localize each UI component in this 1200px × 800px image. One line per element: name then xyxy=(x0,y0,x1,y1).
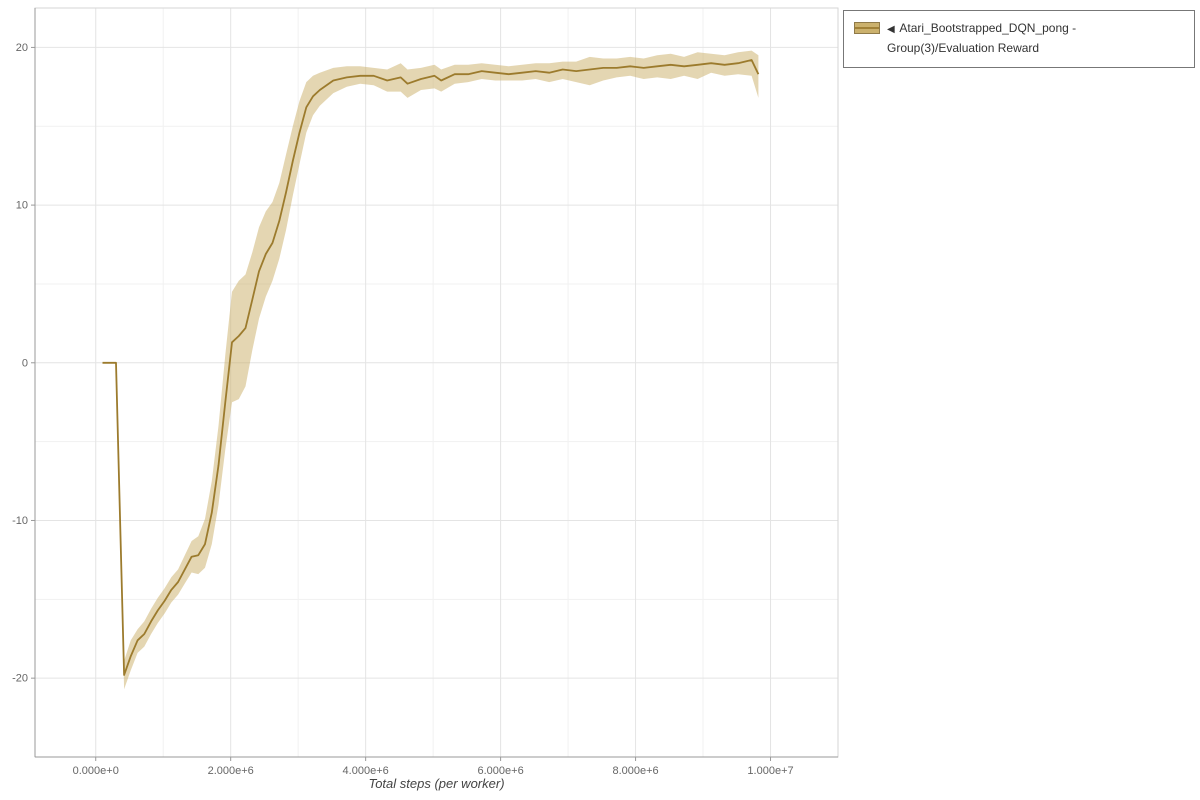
legend-box[interactable]: ◀ Atari_Bootstrapped_DQN_pong - Group(3)… xyxy=(843,10,1195,68)
svg-text:-20: -20 xyxy=(12,673,28,685)
legend-swatch-line-icon xyxy=(855,27,879,29)
x-axis-label: Total steps (per worker) xyxy=(368,776,505,791)
svg-text:2.000e+6: 2.000e+6 xyxy=(208,765,254,777)
svg-text:8.000e+6: 8.000e+6 xyxy=(612,765,658,777)
legend-label: Atari_Bootstrapped_DQN_pong - Group(3)/E… xyxy=(887,21,1077,55)
svg-text:0: 0 xyxy=(22,357,28,369)
svg-text:-10: -10 xyxy=(12,515,28,527)
svg-text:0.000e+0: 0.000e+0 xyxy=(73,765,119,777)
svg-text:10: 10 xyxy=(16,200,28,212)
svg-text:20: 20 xyxy=(16,42,28,54)
legend-collapse-icon[interactable]: ◀ xyxy=(887,24,895,35)
svg-text:1.000e+7: 1.000e+7 xyxy=(747,765,793,777)
svg-text:4.000e+6: 4.000e+6 xyxy=(343,765,389,777)
legend-swatch xyxy=(854,22,880,34)
svg-text:6.000e+6: 6.000e+6 xyxy=(478,765,524,777)
legend-entry[interactable]: ◀ Atari_Bootstrapped_DQN_pong - Group(3)… xyxy=(887,19,1184,59)
